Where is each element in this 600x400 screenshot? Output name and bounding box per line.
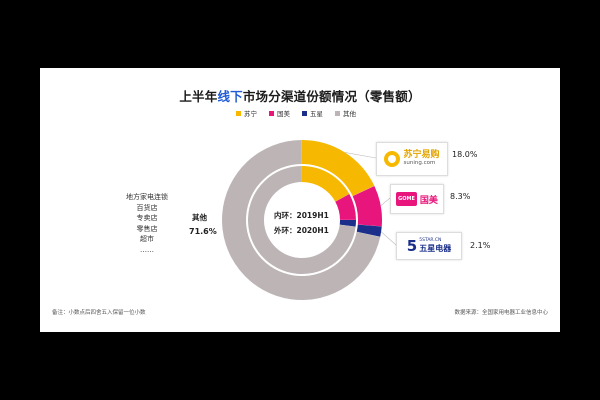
inner-ring-slice-gome: [335, 193, 356, 220]
legend-item-gome: 国美: [269, 108, 290, 118]
inner-ring-label: 内环：2019H1: [274, 211, 329, 220]
footnote-source: 数据来源：全国家用电器工业信息中心: [454, 310, 548, 316]
channel-item: 专卖店: [136, 214, 158, 222]
outer-ring-slice-other: [222, 140, 381, 300]
chart-title: 上半年线下市场分渠道份额情况（零售额）: [179, 89, 421, 104]
suning-logo-cn: 苏宁易购: [403, 150, 440, 161]
wuxing-logo-en: 5STAR.CN: [419, 238, 442, 244]
outer-ring-slice-gome: [352, 185, 382, 227]
suning-lion-icon: [384, 151, 401, 167]
wuxing-pct: 2.1%: [470, 241, 491, 250]
gome-logo-box: GOME 国美: [390, 184, 444, 214]
gome-pct: 8.3%: [450, 192, 471, 201]
suning-logo-box: 苏宁易购 suning.com: [376, 142, 448, 176]
wuxing-logo-cn: 五星电器: [419, 243, 452, 253]
outer-ring-slice-wuxing: [356, 224, 382, 237]
donut-chart: [222, 140, 397, 300]
suning-logo-en: suning.com: [403, 160, 436, 167]
legend-item-other: 其他: [335, 108, 356, 118]
outer-ring-slice-suning: [302, 140, 375, 197]
wuxing-logo-box: 5 5STAR.CN 五星电器: [396, 232, 462, 260]
slide: 上半年线下市场分渠道份额情况（零售额） 苏宁 国美 五星 其他 地方家电连锁 百…: [40, 68, 560, 332]
channel-item: 百货店: [136, 203, 158, 212]
legend-item-suning: 苏宁: [236, 108, 257, 118]
leader-line-wuxing: [380, 231, 397, 246]
inner-ring-slice-suning: [302, 166, 350, 202]
wuxing-logo-num: 5: [406, 236, 418, 255]
outer-ring-label: 外环：2020H1: [274, 226, 329, 235]
leader-line-suning: [344, 152, 377, 159]
legend: 苏宁 国美 五星 其他: [236, 108, 356, 118]
other-pct: 71.6%: [189, 227, 217, 236]
other-label: 其他: [192, 213, 207, 222]
channel-item: 地方家电连锁: [126, 193, 168, 201]
gome-logo-cn: 国美: [419, 195, 438, 206]
channel-item: ……: [140, 245, 154, 254]
channel-item: 超市: [140, 235, 154, 243]
gome-badge: GOME: [396, 192, 417, 206]
suning-pct: 18.0%: [452, 150, 478, 159]
leader-line-gome: [380, 197, 391, 206]
footnote-note: 备注：小数点后四舍五入保留一位小数: [52, 310, 146, 316]
inner-ring-slice-other: [248, 166, 356, 274]
legend-item-wuxing: 五星: [302, 108, 323, 118]
other-channels-list: 地方家电连锁 百货店 专卖店 零售店 超市 ……: [102, 192, 192, 255]
channel-item: 零售店: [136, 224, 158, 233]
inner-ring-slice-wuxing: [339, 220, 356, 227]
